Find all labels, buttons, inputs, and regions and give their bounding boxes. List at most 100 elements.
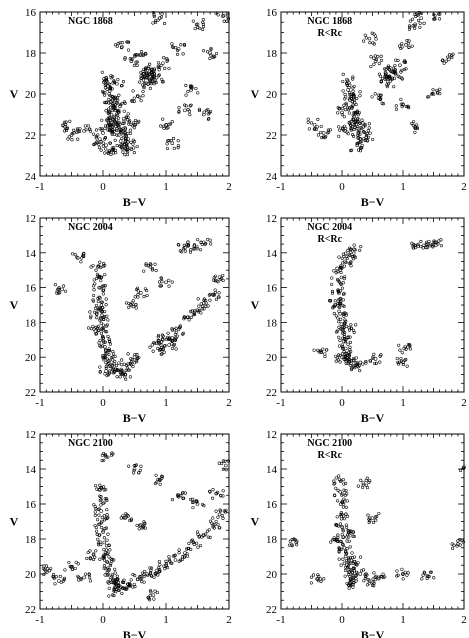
scatter-point	[337, 344, 342, 348]
scatter-point	[219, 494, 223, 498]
scatter-point	[134, 60, 138, 64]
data-point	[352, 114, 356, 119]
scatter-point	[352, 127, 356, 132]
scatter-point	[354, 323, 358, 327]
scatter-point	[105, 79, 109, 83]
scatter-point	[121, 514, 125, 518]
scatter-point	[104, 365, 108, 369]
panel-title: NGC 2100	[307, 438, 352, 449]
scatter-point	[326, 130, 331, 134]
point-cloud	[41, 451, 231, 602]
scatter-point	[340, 542, 345, 546]
scatter-point	[124, 138, 129, 142]
scatter-point	[354, 579, 358, 583]
scatter-point	[96, 537, 100, 541]
scatter-point	[207, 528, 211, 532]
scatter-point	[145, 288, 149, 293]
scatter-point	[121, 580, 125, 584]
scatter-point	[94, 128, 98, 132]
scatter-point	[395, 356, 399, 361]
scatter-point	[364, 133, 369, 137]
x-tick-label: 0	[100, 181, 106, 193]
scatter-point	[177, 559, 181, 563]
scatter-point	[372, 62, 376, 66]
scatter-point	[148, 69, 152, 73]
scatter-point	[413, 126, 417, 130]
scatter-point	[99, 303, 103, 307]
scatter-point	[222, 19, 226, 23]
scatter-point	[148, 589, 153, 593]
data-point	[183, 108, 187, 113]
scatter-point	[353, 366, 357, 370]
scatter-point	[120, 591, 124, 595]
scatter-point	[349, 323, 353, 327]
scatter-point	[396, 362, 401, 366]
scatter-point	[162, 344, 167, 348]
scatter-point	[131, 585, 135, 589]
scatter-point	[106, 121, 111, 125]
scatter-point	[112, 129, 116, 133]
scatter-point	[105, 513, 109, 517]
scatter-point	[334, 476, 338, 480]
scatter-point	[115, 133, 119, 137]
data-point	[106, 84, 110, 88]
scatter-point	[157, 280, 162, 284]
data-point	[390, 69, 394, 74]
data-point	[120, 45, 124, 49]
scatter-point	[177, 109, 181, 113]
scatter-point	[93, 513, 97, 517]
scatter-point	[334, 486, 338, 490]
scatter-point	[135, 63, 139, 67]
data-point	[107, 92, 112, 96]
scatter-point	[400, 42, 404, 46]
scatter-point	[202, 504, 206, 508]
scatter-point	[415, 125, 419, 130]
scatter-point	[177, 548, 181, 552]
scatter-point	[380, 76, 385, 81]
scatter-point	[155, 590, 160, 595]
scatter-point	[104, 548, 109, 552]
scatter-point	[88, 579, 93, 583]
scatter-point	[178, 325, 182, 329]
scatter-point	[226, 459, 231, 463]
scatter-point	[123, 57, 127, 61]
scatter-point	[452, 543, 456, 547]
y-tick-label: 22	[266, 604, 277, 616]
panel-1: -1 0 1 2 16 18 20 22 24 B−V V NGC 1868	[10, 7, 232, 209]
scatter-point	[438, 92, 442, 96]
scatter-point	[174, 347, 178, 351]
scatter-point	[341, 106, 345, 110]
y-tick-label: 20	[25, 89, 37, 101]
data-point	[202, 240, 206, 245]
scatter-point	[343, 499, 347, 503]
scatter-point	[374, 37, 378, 41]
panel-subtitle: R<Rc	[318, 234, 343, 245]
scatter-point	[131, 142, 135, 146]
scatter-point	[348, 555, 352, 560]
data-point	[346, 88, 350, 92]
scatter-point	[157, 68, 161, 72]
scatter-point	[334, 522, 339, 527]
scatter-point	[111, 75, 115, 79]
scatter-point	[288, 539, 292, 543]
scatter-point	[315, 125, 319, 129]
data-point	[352, 364, 356, 368]
scatter-point	[396, 74, 400, 78]
scatter-point	[212, 278, 216, 282]
scatter-point	[342, 488, 346, 492]
data-point	[176, 493, 181, 498]
scatter-point	[128, 128, 132, 132]
scatter-point	[113, 107, 117, 111]
scatter-point	[363, 576, 367, 581]
scatter-point	[351, 89, 355, 93]
scatter-point	[102, 548, 106, 552]
scatter-point	[370, 31, 374, 35]
scatter-point	[336, 533, 340, 537]
scatter-point	[217, 295, 221, 299]
scatter-point	[410, 121, 414, 126]
scatter-point	[134, 306, 138, 310]
scatter-point	[147, 596, 151, 601]
scatter-point	[344, 260, 348, 265]
scatter-point	[430, 92, 434, 96]
scatter-point	[344, 505, 349, 509]
